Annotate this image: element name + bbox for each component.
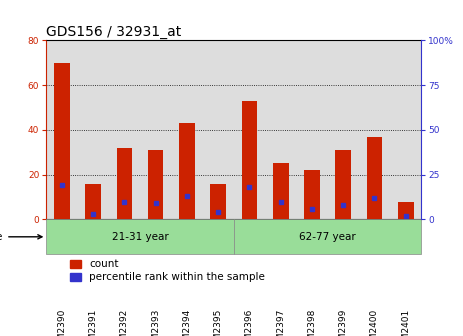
Bar (390, 40, 421, 219)
Bar (234, 219, 421, 254)
Bar (46, 219, 234, 254)
Bar (359, 40, 390, 219)
Text: 21-31 year: 21-31 year (112, 232, 169, 242)
Bar (203, 40, 234, 219)
Bar (78, 40, 109, 219)
Bar (210, 184, 226, 219)
Bar (109, 40, 140, 219)
Text: GSM2393: GSM2393 (151, 309, 160, 336)
Bar (179, 123, 195, 219)
Bar (265, 40, 296, 219)
Text: GSM2397: GSM2397 (276, 309, 285, 336)
Text: GSM2391: GSM2391 (89, 309, 98, 336)
Bar (242, 101, 257, 219)
Bar (335, 150, 351, 219)
Text: GSM2394: GSM2394 (182, 309, 191, 336)
Text: GSM2392: GSM2392 (120, 309, 129, 336)
Bar (54, 63, 70, 219)
Text: GSM2400: GSM2400 (370, 309, 379, 336)
Legend: count, percentile rank within the sample: count, percentile rank within the sample (70, 259, 265, 283)
Bar (85, 184, 101, 219)
Bar (273, 164, 288, 219)
Bar (117, 148, 132, 219)
Bar (140, 40, 171, 219)
Text: GSM2398: GSM2398 (307, 309, 316, 336)
Bar (296, 40, 328, 219)
Bar (398, 202, 413, 219)
Text: GSM2401: GSM2401 (401, 309, 410, 336)
Bar (171, 40, 203, 219)
Text: GSM2390: GSM2390 (57, 309, 66, 336)
Text: GSM2399: GSM2399 (339, 309, 348, 336)
Text: age: age (0, 232, 42, 242)
Text: GSM2395: GSM2395 (214, 309, 223, 336)
Bar (328, 40, 359, 219)
Bar (304, 170, 320, 219)
Text: GDS156 / 32931_at: GDS156 / 32931_at (46, 25, 181, 39)
Text: GSM2396: GSM2396 (245, 309, 254, 336)
Text: 62-77 year: 62-77 year (299, 232, 356, 242)
Bar (234, 40, 265, 219)
Bar (367, 137, 382, 219)
Bar (46, 40, 78, 219)
Bar (148, 150, 163, 219)
